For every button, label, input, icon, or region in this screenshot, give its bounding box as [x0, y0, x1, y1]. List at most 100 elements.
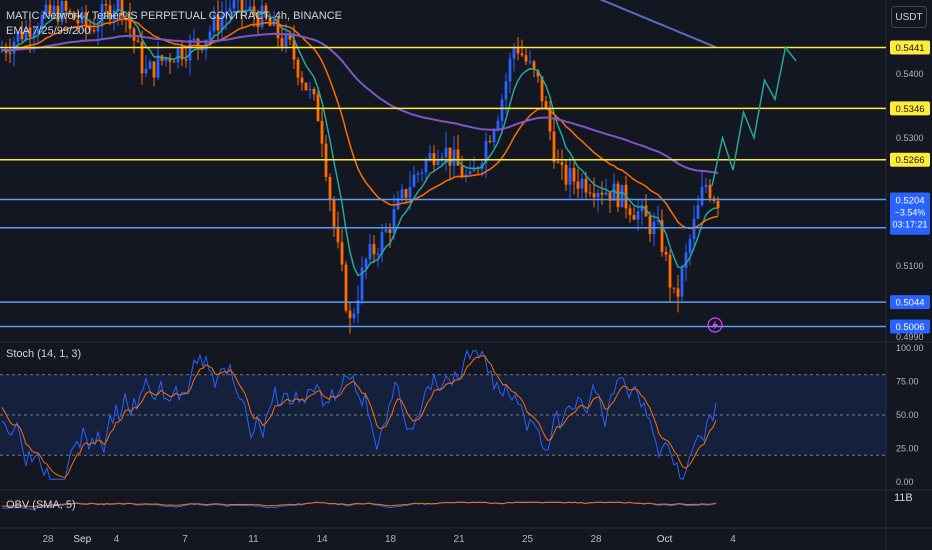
candle-body [596, 192, 600, 198]
candle-body [560, 162, 564, 165]
candle-body [684, 252, 688, 269]
time-tick-label: 18 [385, 534, 397, 545]
candle-body [384, 229, 388, 233]
candle-body [692, 218, 696, 239]
candle-body [592, 193, 596, 198]
candle-body [300, 77, 304, 83]
candle-body [428, 153, 432, 161]
candle-body [508, 58, 512, 82]
candle-body [328, 176, 332, 200]
candle-body [80, 12, 84, 24]
candle-body [672, 287, 676, 289]
candle-body [368, 243, 372, 260]
candle-body [588, 192, 592, 194]
candle-body [504, 81, 508, 100]
time-tick-label: 21 [453, 534, 465, 545]
candle-body [180, 47, 184, 60]
candle-body [44, 4, 48, 15]
ema-line-4 [599, 0, 717, 49]
candle-body [584, 178, 588, 193]
candle-body [388, 229, 392, 234]
candle-body [612, 183, 616, 201]
time-tick-label: 28 [42, 534, 54, 545]
candle-body [260, 5, 264, 27]
candle-body [452, 149, 456, 166]
obv-sma-line [1, 501, 717, 508]
candle-body [76, 19, 80, 24]
candle-body [208, 31, 212, 40]
candle-body [372, 243, 376, 255]
candle-body [192, 38, 196, 40]
candle-body [364, 259, 368, 268]
candle-body [276, 19, 280, 39]
candle-body [660, 220, 664, 252]
candle-body [360, 267, 364, 301]
countdown-label: 03:17:21 [892, 220, 927, 230]
ema-line-3 [2, 32, 719, 174]
time-tick-label: 14 [316, 534, 328, 545]
candle-body [8, 52, 12, 54]
projection-path [711, 45, 797, 187]
candle-body [408, 186, 412, 198]
candle-body [148, 61, 152, 69]
candle-body [248, 6, 252, 11]
time-tick-label: 11 [248, 534, 259, 545]
candle-body [716, 200, 720, 209]
candle-body [232, 0, 236, 9]
candle-body [348, 310, 352, 319]
candle-body [416, 173, 420, 175]
candle-body [680, 268, 684, 297]
candle-body [460, 165, 464, 178]
level-tag [890, 101, 930, 116]
candle-body [152, 61, 156, 78]
candle-body [20, 31, 24, 40]
candle-body [116, 0, 120, 11]
candle-body [472, 167, 476, 172]
candle-body [24, 27, 28, 40]
candle-body [708, 184, 712, 199]
candle-body [212, 14, 216, 32]
candle-body [64, 1, 68, 11]
candle-body [516, 46, 520, 54]
candle-body [628, 208, 632, 216]
ema-line-1 [1, 8, 719, 277]
candle-body [696, 204, 700, 219]
time-tick-label: Sep [73, 534, 91, 545]
candle-body [336, 226, 340, 243]
candle-body [220, 15, 224, 31]
candle-body [572, 168, 576, 182]
candle-body [676, 288, 680, 297]
candle-body [72, 12, 76, 20]
candle-body [304, 82, 308, 91]
current-price-label: 0.5204 [895, 196, 924, 207]
candle-body [420, 172, 424, 174]
candle-body [488, 140, 492, 143]
candle-body [528, 61, 532, 63]
currency-button[interactable]: USDT [891, 6, 927, 28]
candle-body [104, 4, 108, 6]
stoch-tick-label: 25.00 [896, 444, 919, 454]
candle-body [256, 15, 260, 27]
candle-body [312, 88, 316, 95]
candle-body [636, 211, 640, 220]
candle-body [632, 215, 636, 220]
stoch-tick-label: 50.00 [896, 410, 919, 420]
candle-body [68, 10, 72, 13]
candle-body [548, 107, 552, 132]
candle-body [172, 61, 176, 63]
candle-body [576, 181, 580, 189]
candle-body [500, 99, 504, 121]
candle-body [264, 5, 268, 18]
candle-body [292, 39, 296, 60]
stoch-k-line [1, 349, 717, 480]
candle-body [224, 12, 228, 16]
time-tick-label: 4 [114, 534, 120, 545]
candle-body [492, 130, 496, 143]
price-tick-label: 0.4990 [896, 332, 924, 342]
candle-body [640, 205, 644, 212]
level-tag-label: 0.5006 [895, 322, 924, 333]
candle-body [356, 300, 360, 314]
candle-body [184, 59, 188, 61]
time-tick-label: 7 [182, 534, 188, 545]
